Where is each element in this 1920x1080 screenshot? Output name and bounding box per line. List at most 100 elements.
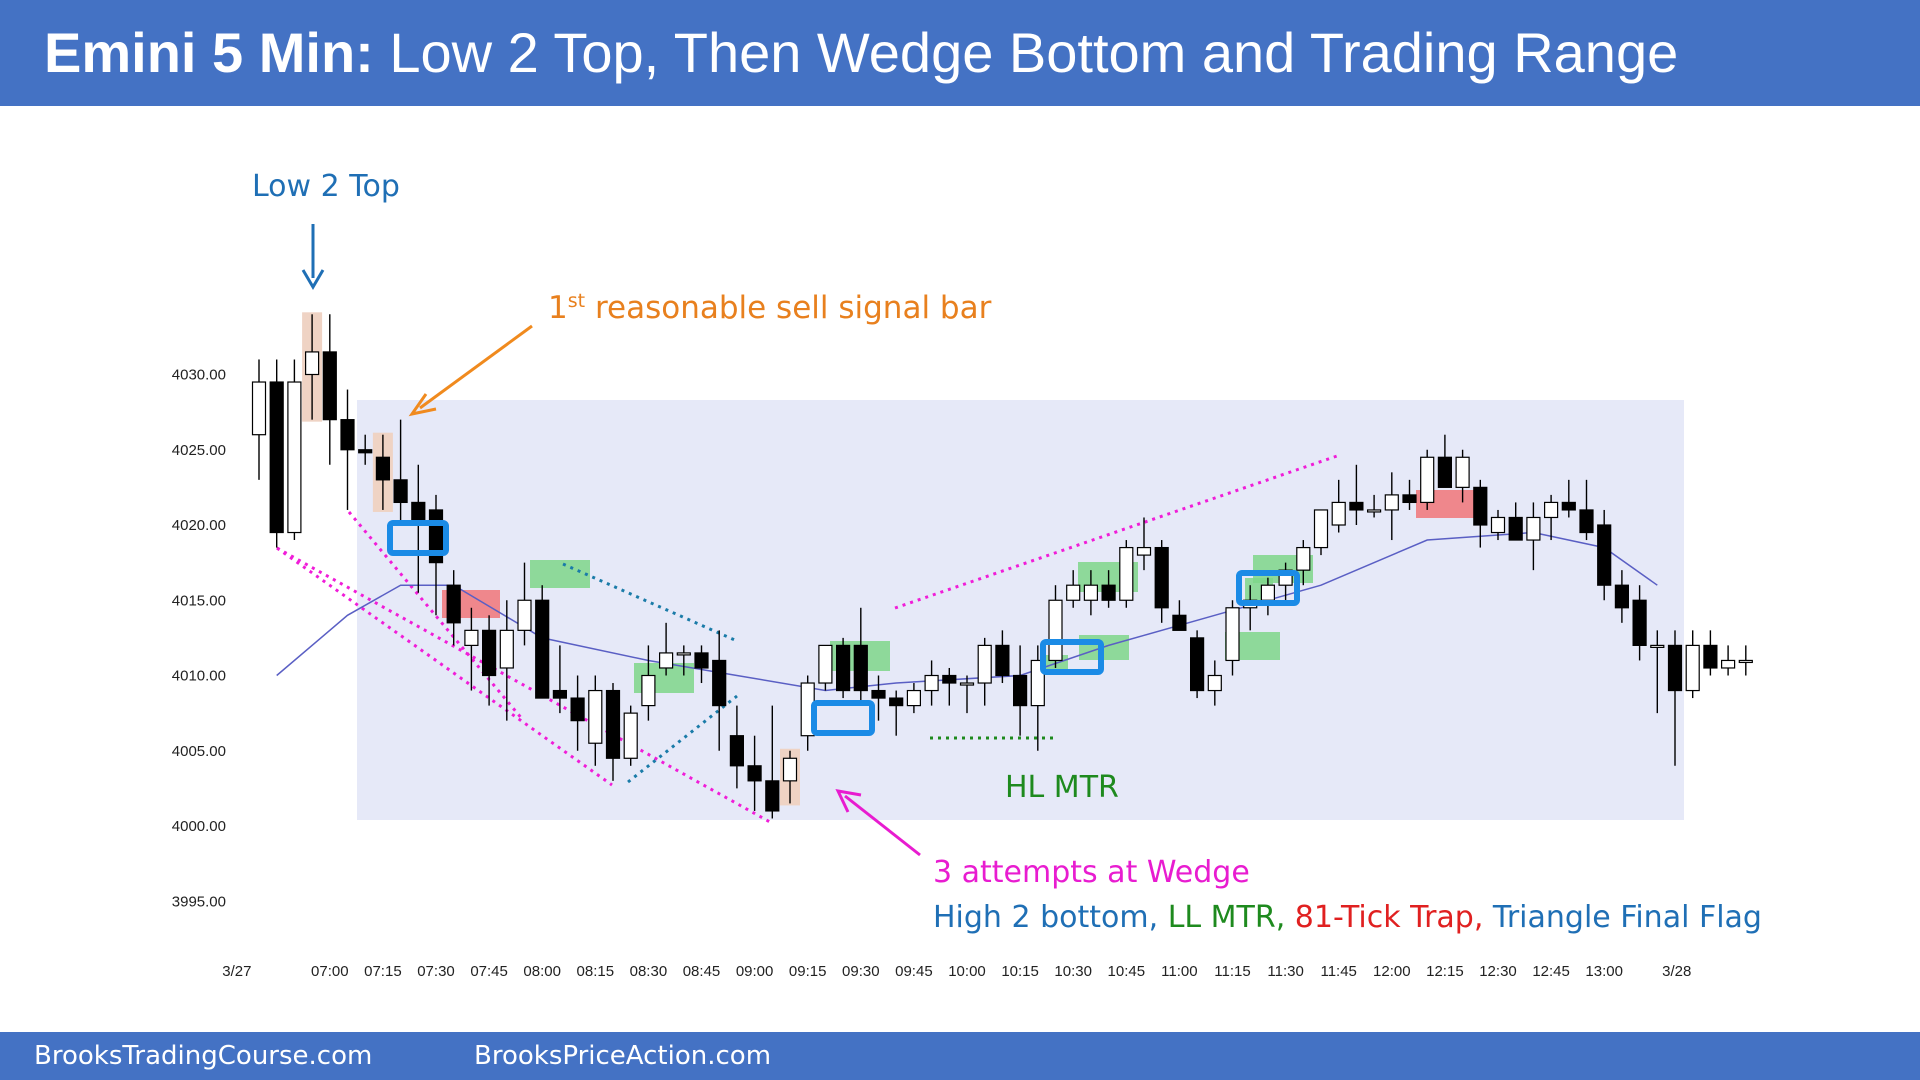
wedge-upper-line — [894, 454, 1338, 610]
y-tick-label-5: 4005.00 — [172, 743, 226, 760]
candle-69 — [1473, 479, 1488, 548]
candle-79 — [1650, 630, 1665, 714]
candle-15 — [517, 562, 532, 646]
ann-triangle-final-flag: Triangle Final Flag — [1492, 900, 1762, 935]
candle-6 — [358, 434, 373, 465]
candle-body-16 — [535, 599, 550, 699]
candle-body-47 — [1083, 584, 1099, 601]
annotation-layer: Low 2 Top 1st reasonable sell signal bar… — [252, 169, 1762, 935]
candle-body-15 — [517, 599, 532, 631]
candle-body-64 — [1384, 494, 1399, 511]
candle-66 — [1420, 449, 1435, 510]
candle-32 — [818, 644, 833, 691]
candle-64 — [1384, 472, 1399, 541]
slide-footer: BrooksTradingCourse.com BrooksPriceActio… — [0, 1032, 1920, 1080]
x-tick-label-12: 09:45 — [895, 963, 933, 980]
title-rest-part: Low 2 Top, Then Wedge Bottom and Trading… — [389, 21, 1679, 84]
candle-body-75 — [1579, 509, 1594, 534]
candle-body-52 — [1172, 614, 1187, 631]
candle-57 — [1260, 577, 1276, 616]
annotation-low2-top: Low 2 Top — [252, 169, 400, 204]
candle-body-30 — [782, 757, 798, 782]
x-tick-label-6: 08:15 — [577, 963, 615, 980]
candle-body-22 — [641, 674, 656, 707]
candle-body-63 — [1366, 509, 1382, 513]
candle-62 — [1349, 464, 1364, 525]
candle-body-23 — [658, 652, 674, 669]
candle-body-62 — [1349, 501, 1364, 511]
x-tick-label-23: 12:30 — [1479, 963, 1517, 980]
candle-83 — [1720, 645, 1736, 676]
candle-35 — [871, 675, 886, 721]
x-tick-label-7: 08:30 — [630, 963, 668, 980]
candle-body-51 — [1154, 546, 1169, 609]
footer-link-brookstradingcourse[interactable]: BrooksTradingCourse.com — [34, 1041, 373, 1071]
candle-body-70 — [1490, 516, 1506, 534]
candle-18 — [570, 675, 585, 751]
candle-0 — [251, 359, 267, 480]
candlestick-chart: 4030.00 4025.00 4020.00 4015.00 4010.00 4005.… — [172, 169, 1762, 981]
first-num: 1 — [548, 290, 568, 326]
annotation-hl-mtr: HL MTR — [1005, 770, 1119, 805]
bull-signal-highlight-0 — [530, 560, 590, 588]
candle-body-59 — [1296, 546, 1311, 571]
candle-43 — [1012, 645, 1028, 736]
candle-65 — [1402, 479, 1417, 510]
candle-body-11 — [446, 584, 461, 624]
candle-25 — [694, 645, 709, 684]
candle-51 — [1154, 540, 1169, 623]
axis-layer: 4030.00 4025.00 4020.00 4015.00 4010.00 4005.… — [172, 367, 1692, 981]
candle-body-74 — [1561, 501, 1576, 511]
title-bold-part: Emini 5 Min: — [44, 21, 374, 84]
candle-5 — [340, 389, 355, 510]
x-tick-label-24: 12:45 — [1532, 963, 1570, 980]
candle-84 — [1738, 645, 1753, 676]
candle-45 — [1048, 585, 1063, 668]
y-tick-label-2: 4020.00 — [172, 517, 226, 534]
candle-body-76 — [1597, 524, 1612, 586]
candle-body-6 — [358, 449, 373, 454]
wedge-arrow-head — [835, 789, 862, 813]
candle-27 — [729, 705, 745, 789]
candle-49 — [1119, 540, 1134, 608]
x-tick-label-15: 10:30 — [1054, 963, 1092, 980]
x-tick-label-3: 07:30 — [417, 963, 455, 980]
annotation-pattern-list: High 2 bottom, LL MTR, 81-Tick Trap, Tri… — [933, 900, 1762, 935]
x-tick-label-4: 07:45 — [470, 963, 508, 980]
candle-body-25 — [694, 652, 709, 669]
candle-48 — [1101, 570, 1116, 608]
candle-body-37 — [906, 689, 922, 707]
candle-67 — [1437, 434, 1453, 488]
first-sell-arrow-head — [408, 393, 437, 417]
candle-50 — [1136, 517, 1152, 571]
candle-body-32 — [818, 644, 833, 684]
candle-body-45 — [1048, 599, 1063, 662]
candle-body-71 — [1508, 516, 1523, 541]
candle-body-68 — [1455, 456, 1470, 488]
x-tick-label-10: 09:15 — [789, 963, 827, 980]
x-tick-label-18: 11:15 — [1214, 963, 1250, 980]
x-tick-label-13: 10:00 — [948, 963, 986, 980]
candle-body-78 — [1632, 599, 1647, 647]
x-tick-label-16: 10:45 — [1108, 963, 1146, 980]
candle-body-40 — [959, 682, 975, 686]
x-tick-label-17: 11:00 — [1161, 963, 1197, 980]
candle-70 — [1490, 509, 1506, 541]
candle-body-24 — [676, 652, 691, 656]
candle-75 — [1579, 479, 1594, 541]
candle-body-39 — [942, 674, 957, 684]
candle-body-38 — [924, 674, 939, 692]
candle-body-1 — [269, 381, 284, 534]
candle-16 — [535, 585, 550, 699]
annotation-three-attempts: 3 attempts at Wedge — [933, 855, 1250, 890]
x-tick-label-2: 07:15 — [364, 963, 402, 980]
candle-38 — [924, 660, 939, 706]
candle-76 — [1597, 509, 1612, 601]
candle-2 — [287, 359, 302, 541]
footer-link-brookspriceaction[interactable]: BrooksPriceAction.com — [474, 1041, 772, 1071]
y-tick-label-6: 4000.00 — [172, 818, 226, 835]
first-rest: reasonable sell signal bar — [585, 290, 991, 326]
candle-body-82 — [1703, 644, 1718, 669]
wedge-line-3 — [347, 511, 525, 721]
candle-41 — [977, 637, 992, 706]
